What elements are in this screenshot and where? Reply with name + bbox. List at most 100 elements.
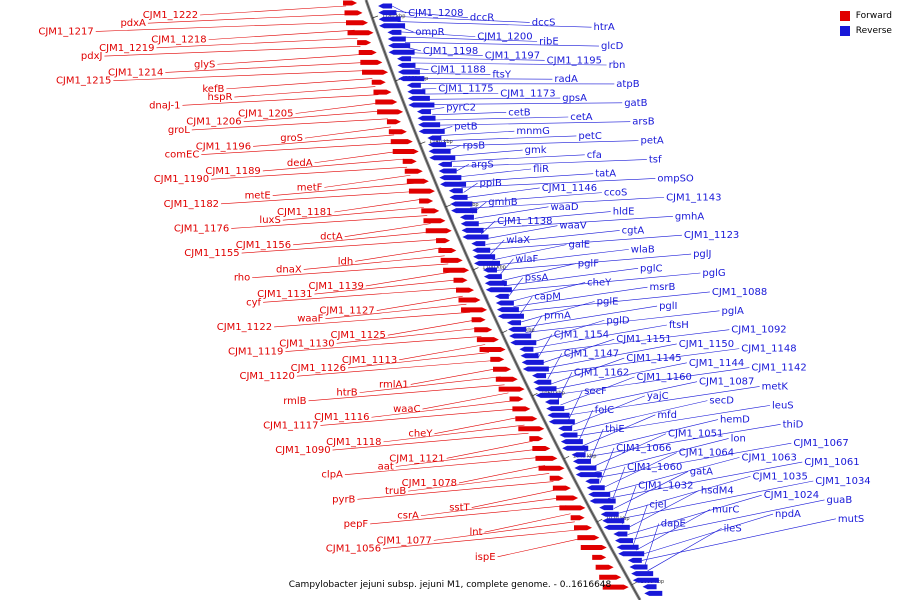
reverse-gene-label: pglG [702,268,725,279]
forward-leader-line [446,440,533,459]
reverse-gene-label: folC [595,405,614,416]
reverse-gene-label: petC [578,131,601,142]
reverse-gene-label: CJM1_1035 [753,471,808,482]
reverse-leader-line [550,357,625,385]
reverse-gene-arrow [535,392,562,398]
forward-gene-arrow [556,495,579,501]
reverse-gene-label: CJM1_1198 [423,46,478,57]
forward-gene-arrow [343,0,358,6]
legend-reverse-label: Reverse [855,25,892,36]
forward-leader-line [243,110,385,123]
reverse-gene-arrow [613,531,628,537]
forward-gene-label: clpA [321,470,343,481]
reverse-leader-line [410,57,545,61]
forward-leader-line [347,352,490,369]
forward-gene-label: CJM1_1122 [217,322,272,333]
reverse-leader-line [459,173,594,183]
forward-leader-line [365,271,452,287]
reverse-leader-line [594,438,729,473]
reverse-gene-label: rpsB [463,140,486,151]
reverse-leader-line [537,334,553,359]
reverse-gene-arrow [574,465,597,471]
reverse-gene-arrow [427,135,442,141]
forward-gene-arrow [360,59,383,65]
forward-gene-arrow [402,158,417,164]
reverse-gene-label: atpB [616,79,639,90]
reverse-gene-label: pglF [578,259,599,270]
forward-leader-line [201,142,398,155]
tick-mark [531,393,538,397]
reverse-gene-arrow [448,188,463,194]
reverse-gene-label: waaD [550,202,578,213]
reverse-gene-label: CJM1_1148 [741,344,796,355]
reverse-gene-label: yajC [647,391,669,402]
reverse-leader-line [395,16,530,23]
reverse-gene-label: cjeI [649,500,666,511]
reverse-leader-line [624,490,700,530]
forward-gene-arrow [390,139,413,145]
forward-gene-label: dnaX [276,264,302,275]
forward-leader-line [156,37,358,49]
forward-leader-line [226,78,373,90]
reverse-leader-line [633,504,648,546]
forward-gene-label: CJM1_1217 [38,26,93,37]
reverse-leader-line [518,296,533,318]
forward-gene-label: CJM1_1214 [108,67,163,78]
forward-leader-line [221,191,418,205]
forward-gene-label: kefB [202,84,224,95]
forward-leader-line [320,408,517,426]
reverse-leader-line [424,93,499,95]
reverse-gene-label: hsdM4 [701,485,734,496]
reverse-gene-arrow [562,445,589,451]
reverse-leader-line [418,78,553,80]
forward-leader-line [376,295,463,311]
forward-gene-label: ldh [338,256,353,267]
forward-leader-line [336,328,478,344]
reverse-gene-label: mfd [657,410,677,421]
reverse-leader-line [414,67,429,71]
forward-gene-label: CJM1_1113 [342,355,397,366]
reverse-gene-arrow [558,425,573,431]
forward-gene-arrow [471,317,486,323]
reverse-gene-arrow [387,29,402,35]
forward-leader-line [399,344,486,361]
forward-gene-label: CJM1_1078 [402,478,457,489]
forward-leader-line [262,158,404,172]
forward-gene-label: CJM1_1090 [275,445,330,456]
reverse-gene-arrow [484,280,507,286]
forward-gene-arrow [443,267,470,273]
reverse-gene-label: CJM1_1200 [477,32,532,43]
reverse-gene-label: msrB [649,282,675,293]
reverse-gene-label: CJM1_1208 [408,8,463,19]
reverse-gene-label: murC [712,504,739,515]
reverse-gene-arrow [642,584,657,590]
forward-leader-line [497,537,584,558]
reverse-gene-arrow [387,36,406,42]
reverse-gene-arrow [534,386,557,392]
forward-gene-label: luxS [259,215,280,226]
tick-mark [419,141,426,145]
reverse-leader-line [436,121,631,126]
reverse-gene-label: tsf [649,155,662,166]
forward-leader-line [332,432,529,451]
reverse-gene-arrow [548,419,575,425]
forward-gene-label: CJM1_1121 [389,453,444,464]
reverse-gene-label: htrA [594,22,615,33]
reverse-leader-line [523,305,658,328]
reverse-leader-line [575,405,771,437]
reverse-gene-arrow [388,43,411,49]
reverse-leader-line [478,215,673,230]
reverse-leader-line [494,249,629,266]
reverse-leader-line [511,282,586,302]
reverse-gene-label: gmk [525,145,547,156]
reverse-gene-arrow [560,439,583,445]
reverse-leader-line [565,386,760,416]
reverse-gene-label: CJM1_1060 [627,462,682,473]
reverse-gene-arrow [586,485,605,491]
reverse-leader-line [412,62,607,66]
forward-gene-arrow [552,485,571,491]
forward-gene-arrow [345,20,368,26]
reverse-gene-arrow [427,142,446,148]
